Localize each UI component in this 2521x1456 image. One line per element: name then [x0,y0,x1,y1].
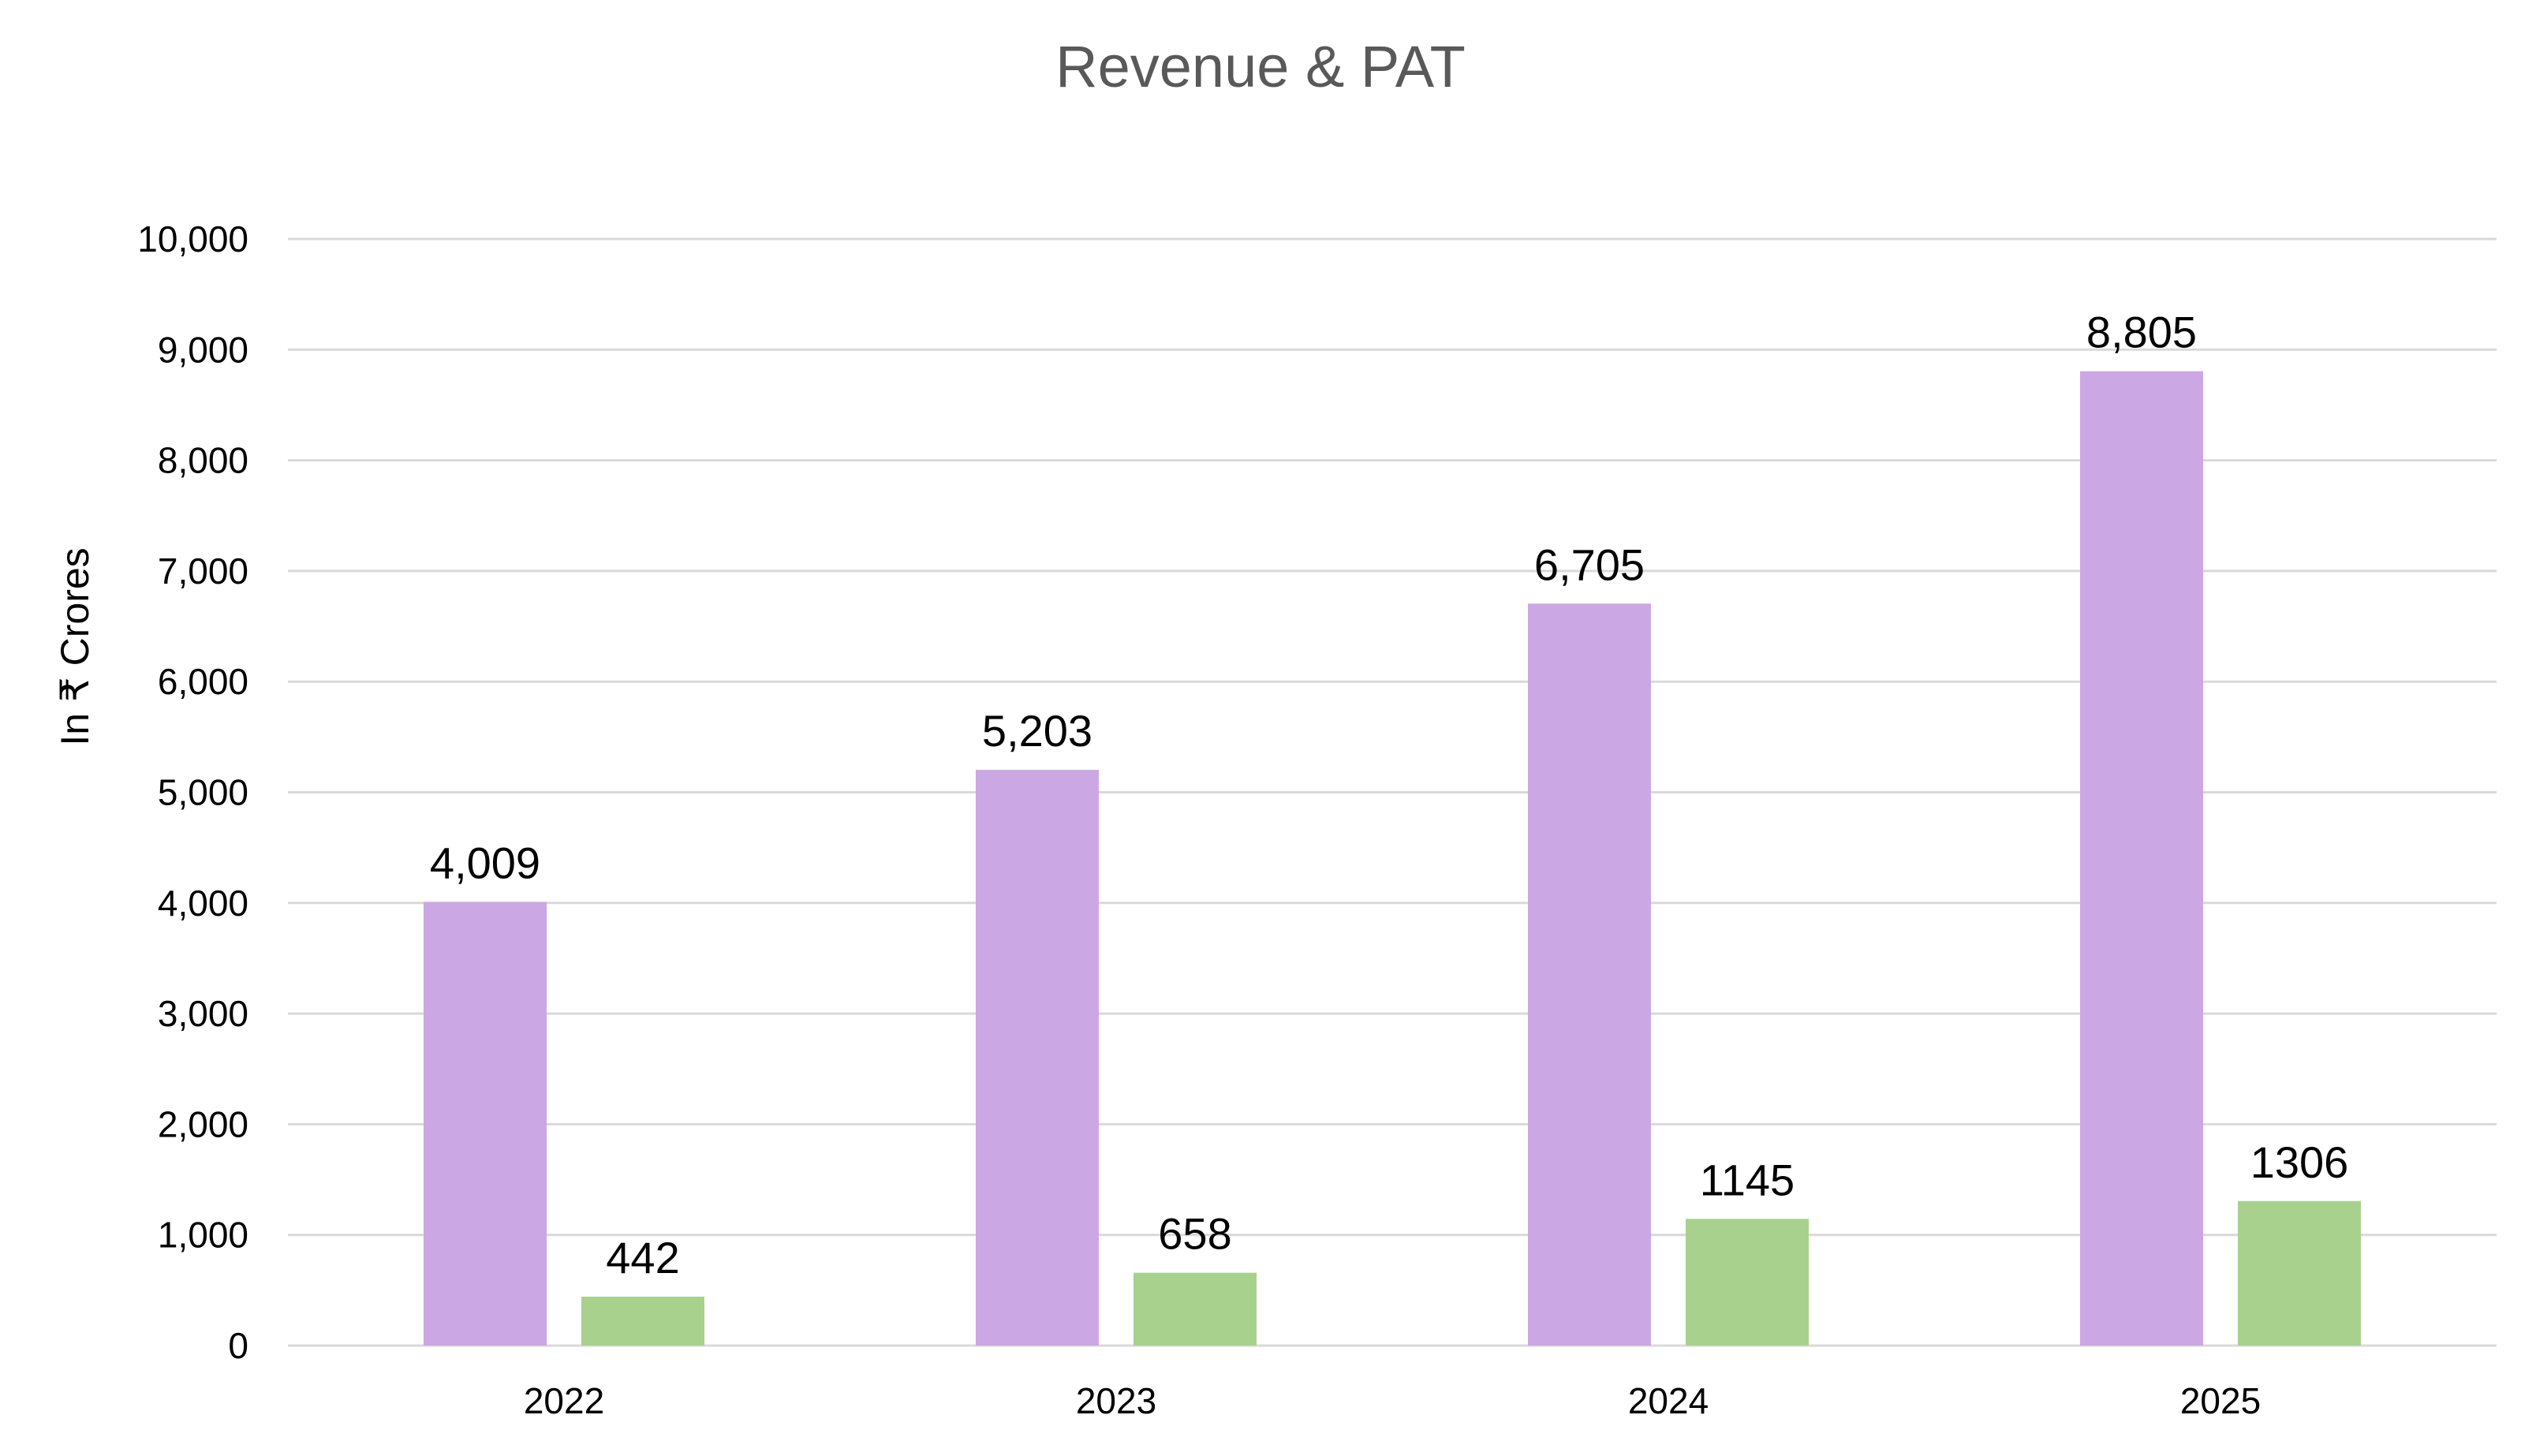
data-label: 8,805 [2086,308,2197,357]
data-label: 1306 [2250,1137,2349,1187]
chart-title: Revenue & PAT [1055,34,1466,99]
data-label: 1145 [1700,1155,1795,1204]
y-tick-label: 3,000 [158,993,248,1034]
x-tick-label: 2022 [524,1380,604,1421]
data-label: 658 [1158,1209,1231,1259]
y-tick-label: 7,000 [158,551,248,592]
data-label: 5,203 [982,706,1092,756]
y-tick-label: 5,000 [158,772,248,813]
y-tick-label: 0 [228,1325,248,1366]
y-tick-label: 2,000 [158,1103,248,1144]
y-tick-label: 4,000 [158,883,248,924]
data-labels: 4,009 442 5,203 658 6,705 1145 8,805 1306 [430,308,2348,1282]
x-tick-label: 2023 [1076,1380,1156,1421]
gridlines [288,237,2497,1347]
data-label: 4,009 [430,838,540,888]
bars [424,371,2361,1346]
bar-series-1-2022 [424,902,547,1346]
data-label: 6,705 [1534,539,1645,589]
bar-series-2-2024 [1686,1219,1809,1346]
x-tick-label: 2024 [1628,1380,1709,1421]
y-tick-label: 1,000 [158,1215,248,1256]
bar-series-2-2022 [581,1296,704,1346]
y-tick-label: 10,000 [137,218,248,259]
bar-series-2-2023 [1134,1272,1257,1346]
bar-series-1-2025 [2080,371,2203,1346]
y-axis-label: In ₹ Crores [53,547,97,745]
bar-series-1-2024 [1528,603,1651,1346]
y-tick-label: 8,000 [158,440,248,481]
y-axis-ticks: 0 1,000 2,000 3,000 4,000 5,000 6,000 7,000 8,00… [137,218,248,1366]
bar-series-2-2025 [2238,1200,2361,1346]
x-tick-label: 2025 [2180,1380,2261,1421]
y-tick-label: 6,000 [158,661,248,702]
y-tick-label: 9,000 [158,329,248,370]
bar-series-1-2023 [976,770,1099,1346]
x-axis-ticks: 2022 2023 2024 2025 [524,1380,2261,1421]
data-label: 442 [606,1233,679,1282]
